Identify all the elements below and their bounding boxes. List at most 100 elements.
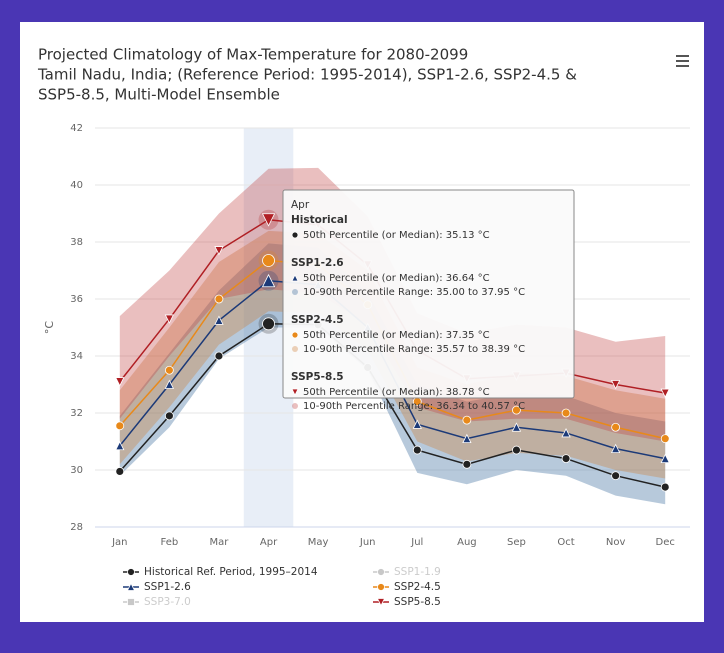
tooltip-marker bbox=[292, 403, 298, 409]
y-tick-label: 40 bbox=[70, 180, 83, 191]
data-point bbox=[660, 482, 670, 492]
x-tick-label: Sep bbox=[507, 537, 526, 548]
legend-item[interactable]: SSP5-8.5 bbox=[373, 596, 441, 608]
legend-label: SSP3-7.0 bbox=[144, 596, 191, 608]
tooltip-line: 50th Percentile (or Median): 38.78 °C bbox=[303, 387, 490, 398]
data-point bbox=[512, 445, 521, 455]
legend-item[interactable]: SSP1-2.6 bbox=[123, 581, 191, 593]
legend-label: SSP5-8.5 bbox=[394, 596, 441, 608]
tooltip-marker bbox=[291, 231, 299, 239]
legend-marker bbox=[126, 582, 136, 591]
data-point bbox=[660, 388, 670, 398]
y-axis-label: °C bbox=[43, 321, 56, 335]
legend-item[interactable]: Historical Ref. Period, 1995–2014 bbox=[123, 566, 318, 578]
data-point bbox=[115, 377, 125, 387]
y-tick-label: 30 bbox=[70, 465, 83, 476]
legend-label: SSP1-1.9 bbox=[394, 566, 441, 578]
data-point bbox=[214, 294, 224, 304]
data-point bbox=[261, 213, 276, 227]
y-tick-label: 32 bbox=[70, 408, 83, 419]
y-tick-label: 42 bbox=[70, 123, 83, 134]
data-point bbox=[214, 351, 224, 361]
legend-label: SSP1-2.6 bbox=[144, 581, 191, 593]
tooltip-title: Apr bbox=[291, 199, 310, 211]
legend-item[interactable]: SSP1-1.9 bbox=[373, 566, 441, 578]
y-tick-label: 28 bbox=[70, 522, 83, 533]
tooltip-group: Historical bbox=[291, 214, 348, 226]
data-point bbox=[412, 419, 422, 429]
x-tick-label: Mar bbox=[210, 537, 230, 548]
tooltip-line: 10-90th Percentile Range: 35.00 to 37.95… bbox=[303, 287, 525, 298]
chart-title: Projected Climatology of Max-Temperature… bbox=[38, 46, 468, 64]
data-point bbox=[164, 379, 175, 389]
data-point bbox=[214, 246, 224, 256]
legend-label: SSP2-4.5 bbox=[394, 581, 441, 593]
tooltip-line: 50th Percentile (or Median): 36.64 °C bbox=[303, 273, 490, 284]
tooltip-marker bbox=[291, 274, 299, 282]
legend-marker bbox=[377, 583, 385, 591]
x-tick-label: Feb bbox=[161, 537, 179, 548]
x-tick-label: Apr bbox=[260, 537, 278, 548]
data-point bbox=[561, 408, 571, 418]
tooltip-box bbox=[282, 189, 575, 399]
x-tick-label: Aug bbox=[457, 537, 477, 548]
legend-marker bbox=[127, 568, 135, 576]
tooltip-marker bbox=[291, 388, 299, 396]
data-point bbox=[561, 428, 571, 438]
data-point bbox=[164, 411, 174, 421]
tooltip-line: 50th Percentile (or Median): 35.13 °C bbox=[303, 230, 490, 241]
data-point bbox=[561, 454, 571, 464]
x-tick-label: Dec bbox=[656, 537, 675, 548]
data-point bbox=[115, 440, 125, 451]
data-point bbox=[262, 317, 275, 331]
tooltip-line: 10-90th Percentile Range: 36.34 to 40.57… bbox=[303, 401, 525, 412]
legend-item[interactable]: SSP3-7.0 bbox=[123, 596, 191, 608]
y-tick-label: 36 bbox=[70, 294, 83, 305]
y-tick-label: 34 bbox=[70, 351, 83, 362]
data-point bbox=[462, 433, 472, 444]
data-point bbox=[262, 254, 275, 267]
x-tick-label: May bbox=[308, 537, 329, 548]
data-point bbox=[660, 453, 670, 463]
data-point bbox=[164, 314, 175, 324]
tooltip-marker bbox=[292, 289, 298, 295]
x-tick-label: Nov bbox=[606, 537, 626, 548]
tooltip-marker bbox=[291, 331, 299, 339]
tooltip-line: 10-90th Percentile Range: 35.57 to 38.39… bbox=[303, 344, 525, 355]
legend-label: Historical Ref. Period, 1995–2014 bbox=[144, 566, 318, 578]
data-point bbox=[611, 422, 621, 432]
tooltip-group: SSP2-4.5 bbox=[291, 314, 344, 326]
x-tick-label: Jun bbox=[359, 537, 376, 548]
data-point bbox=[511, 422, 522, 432]
chart-title: SSP5-8.5, Multi-Model Ensemble bbox=[38, 86, 280, 104]
data-point bbox=[660, 434, 670, 444]
data-point bbox=[610, 380, 621, 390]
menu-icon[interactable] bbox=[676, 55, 689, 67]
data-point bbox=[611, 471, 621, 481]
data-point bbox=[214, 315, 224, 325]
x-tick-label: Jul bbox=[410, 537, 423, 548]
data-point bbox=[164, 365, 174, 375]
data-point bbox=[462, 459, 472, 469]
legend-marker bbox=[127, 598, 135, 606]
legend-item[interactable]: SSP2-4.5 bbox=[373, 581, 441, 593]
tooltip-group: SSP1-2.6 bbox=[291, 257, 344, 269]
y-tick-label: 38 bbox=[70, 237, 83, 248]
x-tick-label: Oct bbox=[557, 537, 574, 548]
data-point bbox=[412, 445, 422, 455]
data-point bbox=[115, 467, 125, 476]
data-point bbox=[115, 421, 125, 431]
data-point bbox=[610, 443, 621, 454]
tooltip-line: 50th Percentile (or Median): 37.35 °C bbox=[303, 330, 490, 341]
data-point bbox=[462, 415, 472, 425]
data-point bbox=[512, 405, 521, 415]
legend-marker bbox=[376, 598, 386, 607]
tooltip-group: SSP5-8.5 bbox=[291, 371, 344, 383]
series-line bbox=[119, 323, 666, 488]
x-tick-label: Jan bbox=[111, 537, 127, 548]
tooltip-marker bbox=[292, 346, 298, 352]
chart-title: Tamil Nadu, India; (Reference Period: 19… bbox=[37, 66, 577, 84]
legend-marker bbox=[377, 568, 385, 576]
